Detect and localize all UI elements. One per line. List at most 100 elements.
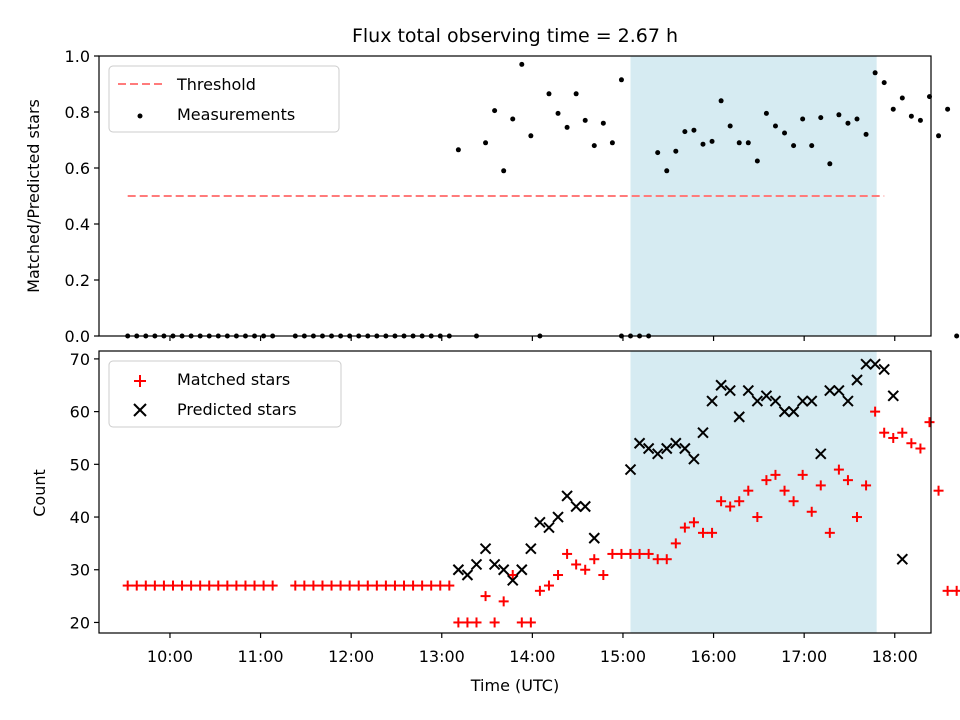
matched-star-point bbox=[616, 548, 627, 559]
measurement-point bbox=[510, 116, 516, 122]
measurement-point bbox=[655, 150, 661, 156]
top-panel: 0.0 0.2 0.4 0.6 0.8 1.0 Matched/Predicted sta… bbox=[24, 47, 960, 346]
predicted-star-point bbox=[688, 453, 700, 465]
measurement-point bbox=[863, 131, 869, 137]
predicted-star-point bbox=[842, 395, 854, 407]
predicted-x-b bbox=[787, 405, 800, 418]
predicted-star-point bbox=[869, 358, 881, 370]
predicted-star-point bbox=[815, 448, 827, 460]
matched-star-point bbox=[258, 580, 269, 591]
predicted-x-b bbox=[806, 395, 818, 407]
predicted-x-b bbox=[543, 521, 555, 534]
predicted-star-point bbox=[570, 500, 582, 513]
matched-star-point bbox=[308, 580, 319, 591]
bottom-axes-frame bbox=[98, 350, 932, 634]
legend-threshold-label: Threshold bbox=[176, 75, 256, 94]
predicted-x-b bbox=[670, 437, 682, 449]
matched-star-point bbox=[525, 617, 536, 628]
legend-predicted-label: Predicted stars bbox=[177, 400, 297, 419]
matched-star-point bbox=[471, 617, 482, 628]
matched-star-point bbox=[290, 580, 301, 591]
measurement-point bbox=[809, 143, 815, 149]
predicted-x-b bbox=[624, 463, 637, 476]
predicted-x-b bbox=[470, 558, 483, 571]
matched-star-point bbox=[797, 469, 808, 480]
predicted-star-point bbox=[461, 569, 474, 581]
matched-star-point bbox=[131, 580, 142, 591]
matched-star-point bbox=[661, 554, 672, 565]
matched-star-point bbox=[444, 580, 455, 591]
measurement-point bbox=[872, 70, 878, 76]
bottom-ytick-label: 60 bbox=[70, 403, 90, 422]
measurement-point bbox=[709, 138, 715, 144]
matched-star-point bbox=[598, 570, 609, 581]
measurement-point bbox=[936, 133, 942, 139]
predicted-x-b bbox=[479, 542, 492, 555]
xtick-label: 10:00 bbox=[147, 647, 193, 666]
matched-star-point bbox=[426, 580, 437, 591]
predicted-star-point bbox=[479, 542, 492, 555]
predicted-x-b bbox=[588, 532, 600, 544]
xtick-label: 17:00 bbox=[781, 647, 827, 666]
predicted-x-b bbox=[760, 390, 773, 402]
predicted-x-b bbox=[488, 558, 501, 571]
bottom-ytick-label: 40 bbox=[70, 508, 90, 527]
predicted-x-b bbox=[860, 358, 872, 370]
measurement-point bbox=[917, 117, 923, 123]
matched-star-point bbox=[897, 427, 908, 438]
measurement-point bbox=[827, 161, 833, 167]
predicted-star-point bbox=[651, 448, 664, 460]
predicted-star-point bbox=[534, 516, 546, 529]
matched-star-point bbox=[580, 564, 591, 575]
predicted-x-b bbox=[633, 437, 646, 449]
predicted-legend-swatch bbox=[133, 403, 147, 417]
predicted-star-point bbox=[878, 363, 890, 376]
measurement-point bbox=[483, 140, 489, 146]
measurement-point bbox=[745, 140, 751, 146]
predicted-x-b bbox=[751, 395, 764, 407]
top-chart-title: Flux total observing time = 2.67 h bbox=[352, 25, 678, 47]
matched-star-point bbox=[122, 580, 133, 591]
predicted-x-b bbox=[815, 448, 827, 460]
matched-star-point bbox=[167, 580, 178, 591]
matched-star-point bbox=[158, 580, 169, 591]
predicted-x-b bbox=[579, 500, 591, 513]
measurement-point bbox=[501, 168, 507, 174]
predicted-x-b bbox=[507, 574, 519, 586]
measurement-point bbox=[836, 112, 842, 118]
measurement-point bbox=[591, 143, 597, 149]
bottom-legend: Matched stars Predicted stars bbox=[108, 360, 342, 428]
measurement-point bbox=[492, 108, 498, 114]
matched-star-point bbox=[906, 438, 917, 449]
matched-star-point bbox=[543, 580, 554, 591]
predicted-x-b bbox=[452, 564, 465, 576]
predicted-star-point bbox=[778, 405, 791, 418]
measurement-point bbox=[519, 61, 525, 67]
predicted-star-point bbox=[488, 558, 501, 571]
predicted-star-point bbox=[470, 558, 483, 571]
measurement-point bbox=[818, 115, 824, 121]
matched-star-point bbox=[353, 580, 364, 591]
predicted-star-point bbox=[833, 384, 845, 397]
matched-star-point bbox=[725, 501, 736, 512]
bottom-y-ticks: 20 30 40 50 60 70 bbox=[70, 350, 99, 632]
predicted-x-b bbox=[461, 569, 474, 581]
matched-star-point bbox=[761, 475, 772, 486]
predicted-star-point bbox=[642, 442, 655, 455]
predicted-star-point bbox=[697, 426, 709, 439]
matched-star-point bbox=[140, 580, 151, 591]
x-axis-label: Time (UTC) bbox=[470, 676, 559, 695]
matched-star-point bbox=[833, 464, 844, 475]
predicted-x-b bbox=[534, 516, 546, 529]
matched-star-point bbox=[870, 406, 881, 417]
matched-star-point bbox=[915, 443, 926, 454]
xtick-label: 14:00 bbox=[509, 647, 555, 666]
predicted-star-point bbox=[742, 384, 754, 397]
predicted-star-point bbox=[860, 358, 872, 370]
predicted-x-b bbox=[724, 384, 736, 397]
top-ytick-label: 0.4 bbox=[65, 215, 90, 234]
top-ytick-label: 0.8 bbox=[65, 103, 90, 122]
matched-star-point bbox=[317, 580, 328, 591]
matched-star-point bbox=[861, 480, 872, 491]
